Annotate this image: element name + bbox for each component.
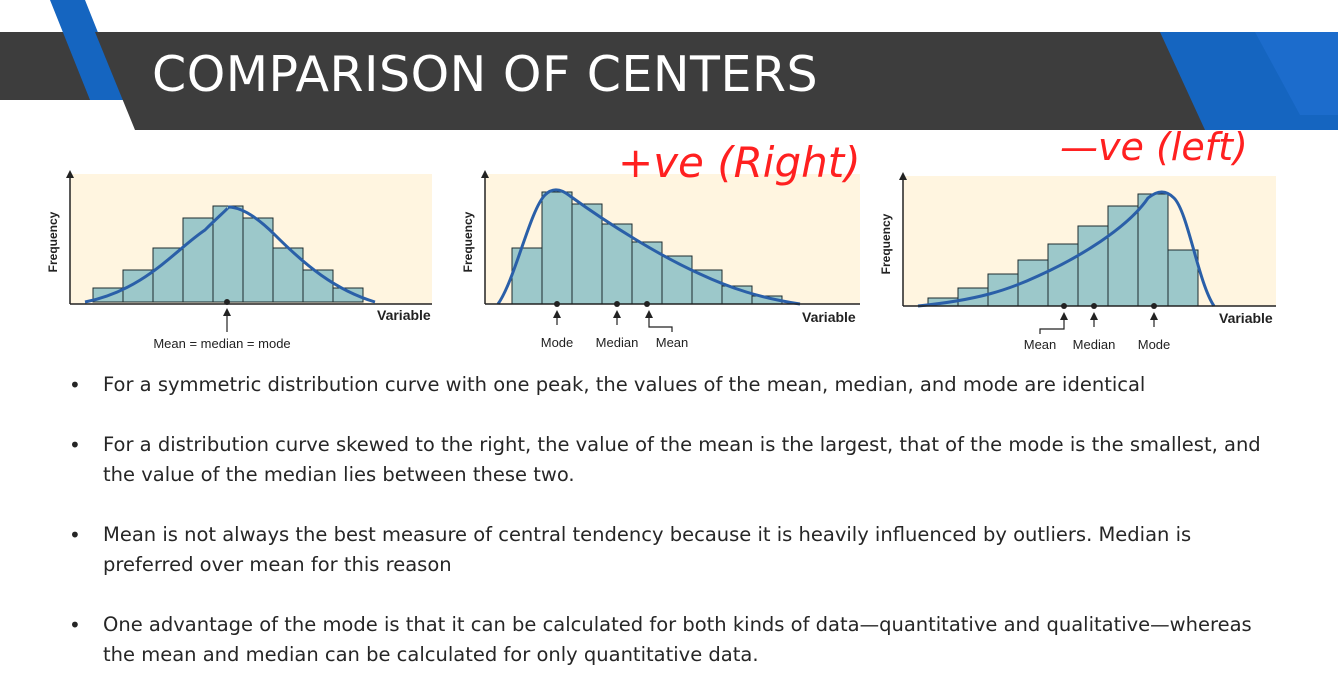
bullet-mean-outliers: Mean is not always the best measure of c…	[66, 520, 1286, 580]
histogram-bar	[302, 269, 334, 303]
histogram-bar	[1137, 193, 1169, 307]
median-arrow-icon	[613, 310, 621, 318]
left-skewed-chart-svg: Frequency Variable Mean Median Mode	[879, 172, 1276, 352]
histogram-bar	[571, 203, 603, 305]
histogram-bar	[212, 205, 244, 303]
histogram-bar	[242, 217, 274, 303]
histogram-bar	[511, 247, 543, 305]
histogram-bar	[1047, 243, 1079, 307]
median-arrow-icon	[1090, 312, 1098, 320]
symmetric-chart-svg: Frequency Variable Mean = median = mode	[46, 170, 432, 351]
center-marker-label: Mean = median = mode	[153, 336, 290, 351]
slide-title: COMPARISON OF CENTERS	[152, 46, 819, 103]
left-skewed-distribution-chart: Frequency Variable Mean Median Mode	[878, 172, 1288, 367]
histogram-bar	[541, 191, 573, 305]
mode-arrow-icon	[553, 310, 561, 318]
distribution-curve	[496, 188, 801, 306]
center-marker-dot	[224, 299, 230, 305]
median-dot	[614, 301, 620, 307]
x-axis-label: Variable	[377, 307, 431, 323]
banner-left-stripe	[50, 0, 125, 100]
histogram-bar	[152, 247, 184, 303]
banner-graphic	[0, 0, 1338, 130]
bullet-symmetric: For a symmetric distribution curve with …	[66, 370, 1286, 400]
mode-dot	[554, 301, 560, 307]
mean-arrow-icon	[1060, 312, 1068, 320]
y-axis-label: Frequency	[46, 211, 60, 272]
right-skewed-chart-svg: Frequency Variable Mode Median Mean	[461, 170, 860, 350]
bullet-list: For a symmetric distribution curve with …	[66, 370, 1286, 700]
center-markers	[553, 301, 673, 332]
center-marker-arrow-icon	[223, 308, 231, 316]
histogram-bar	[182, 217, 214, 303]
distribution-curve	[84, 205, 376, 304]
y-axis-arrow-icon	[899, 172, 907, 180]
mode-arrow-icon	[1150, 312, 1158, 320]
x-axis-label: Variable	[802, 309, 856, 325]
mode-label: Mode	[541, 335, 574, 350]
mean-label: Mean	[656, 335, 689, 350]
banner-right-accent-highlight	[1255, 32, 1338, 115]
center-markers	[1039, 303, 1158, 334]
mode-dot	[1151, 303, 1157, 309]
mean-label: Mean	[1024, 337, 1057, 352]
y-axis-arrow-icon	[66, 170, 74, 178]
title-banner: COMPARISON OF CENTERS	[0, 0, 1338, 135]
histogram-bar	[332, 287, 364, 303]
bullet-mode-advantage: One advantage of the mode is that it can…	[66, 610, 1286, 670]
histogram-bar	[631, 241, 663, 305]
median-dot	[1091, 303, 1097, 309]
histogram-bar	[601, 223, 633, 305]
y-axis-label: Frequency	[461, 211, 475, 272]
histogram-bars	[927, 193, 1199, 307]
x-axis-label: Variable	[1219, 310, 1273, 326]
mean-dot	[644, 301, 650, 307]
y-axis-arrow-icon	[481, 170, 489, 178]
y-axis-label: Frequency	[879, 213, 893, 274]
mean-arrow-icon	[645, 310, 653, 318]
right-skewed-distribution-chart: Frequency Variable Mode Median Mean	[460, 170, 870, 365]
histogram-bar	[691, 269, 723, 305]
mean-dot	[1061, 303, 1067, 309]
histogram-bar	[1107, 205, 1139, 307]
histogram-bar	[1167, 249, 1199, 307]
median-label: Median	[1073, 337, 1116, 352]
mode-label: Mode	[1138, 337, 1171, 352]
symmetric-distribution-chart: Frequency Variable Mean = median = mode	[45, 170, 445, 365]
banner-dark-bar	[95, 32, 1338, 130]
distribution-curve	[917, 190, 1216, 308]
bullet-right-skew: For a distribution curve skewed to the r…	[66, 430, 1286, 490]
median-label: Median	[596, 335, 639, 350]
